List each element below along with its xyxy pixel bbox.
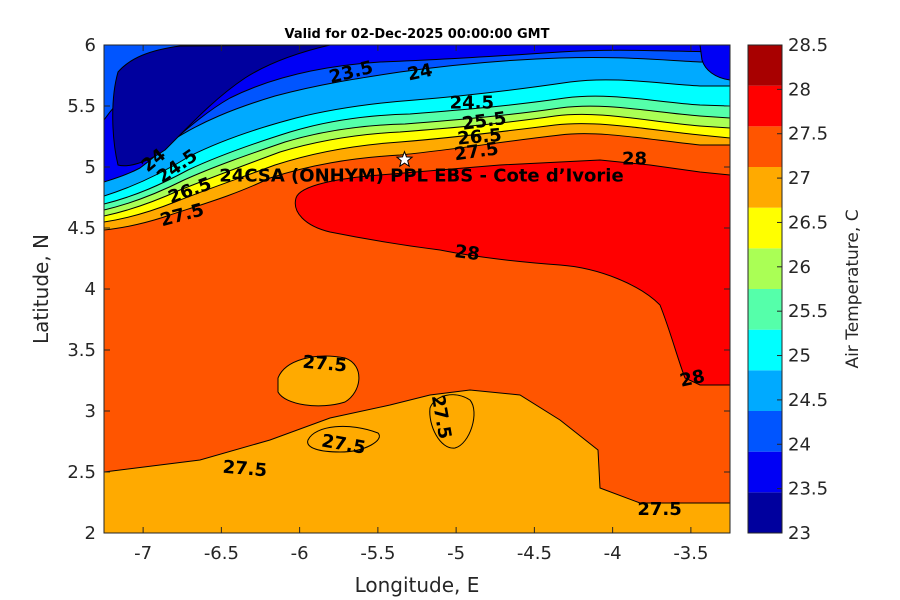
x-tick-label: -5 xyxy=(447,543,465,564)
contour-fill xyxy=(104,45,730,533)
colorbar-title: Air Temperature, C xyxy=(843,209,863,368)
colorbar-swatch xyxy=(748,45,782,86)
colorbar-tick-label: 25.5 xyxy=(788,301,828,322)
x-tick-label: -3.5 xyxy=(673,543,708,564)
contour-label: 27.5 xyxy=(637,499,681,520)
y-tick-label: 4 xyxy=(85,279,96,300)
colorbar-swatch xyxy=(748,207,782,249)
y-tick-label: 3 xyxy=(85,401,96,422)
x-axis-title: Longitude, E xyxy=(355,573,480,597)
x-tick-label: -7 xyxy=(134,543,152,564)
chart-title: Valid for 02-Dec-2025 00:00:00 GMT xyxy=(285,27,550,42)
contour-label: 28 xyxy=(453,241,481,265)
y-tick-label: 2 xyxy=(85,523,96,544)
y-axis-title: Latitude, N xyxy=(29,234,53,344)
x-axis: -7 -6.5 -6 -5.5 -5 -4.5 -4 -3.5 xyxy=(134,45,708,564)
colorbar-tick-label: 23 xyxy=(788,523,811,544)
x-tick-label: -6 xyxy=(291,543,309,564)
colorbar: 23 23.5 24 24.5 25 25.5 26 26.5 27 27.5 28 28.5 xyxy=(747,35,828,544)
contour-label: 24.5 xyxy=(450,93,494,114)
band-27-27_5-hole-1 xyxy=(277,355,360,407)
y-tick-label: 3.5 xyxy=(67,340,96,361)
contour-label: 28 xyxy=(678,366,707,392)
colorbar-tick-label: 27 xyxy=(788,168,811,189)
contour-label: 28 xyxy=(622,149,647,170)
colorbar-tick-label: 26 xyxy=(788,257,811,278)
colorbar-tick-label: 28 xyxy=(788,79,811,100)
colorbar-tick-label: 23.5 xyxy=(788,479,828,500)
band-27-27_5-hole-2 xyxy=(307,425,380,453)
x-tick-label: -4.5 xyxy=(517,543,552,564)
colorbar-swatch xyxy=(748,411,782,452)
colorbar-swatch xyxy=(748,248,782,289)
y-tick-label: 4.5 xyxy=(67,218,96,239)
colorbar-swatch xyxy=(748,329,782,371)
site-star-icon xyxy=(395,150,414,168)
colorbar-swatch xyxy=(748,167,782,208)
band-27-27_5-hole-3 xyxy=(429,394,475,449)
contour-labels: 23.5 242424.524.525.526.527.526.527.52828… xyxy=(137,57,706,520)
colorbar-swatch xyxy=(748,451,782,493)
colorbar-swatch xyxy=(748,126,782,167)
contour-label: 26.5 xyxy=(457,125,503,150)
y-tick-label: 5.5 xyxy=(67,96,96,117)
colorbar-tick-label: 25 xyxy=(788,346,811,367)
x-tick-label: -4 xyxy=(604,543,622,564)
band-28-28_5 xyxy=(294,159,730,386)
y-tick-label: 2.5 xyxy=(67,462,96,483)
site-marker: 24CSA (ONHYM) PPL EBS - Cote d’Ivorie xyxy=(219,150,624,187)
band-23-23_5 xyxy=(112,45,331,167)
colorbar-frame xyxy=(747,44,783,534)
y-axis: 2 2.5 3 3.5 4 4.5 5 5.5 6 xyxy=(67,35,730,544)
colorbar-tick-label: 24 xyxy=(788,434,811,455)
contour-label: 24 xyxy=(406,60,435,86)
x-tick-label: -5.5 xyxy=(360,543,395,564)
site-label: 24CSA (ONHYM) PPL EBS - Cote d’Ivorie xyxy=(219,166,623,187)
y-tick-label: 5 xyxy=(85,157,96,178)
contour-label: 27.5 xyxy=(222,457,268,482)
colorbar-tick-label: 24.5 xyxy=(788,390,828,411)
contour-label: 27.5 xyxy=(302,352,348,377)
x-tick-label: -6.5 xyxy=(204,543,239,564)
colorbar-swatch xyxy=(748,289,782,330)
y-tick-label: 6 xyxy=(85,35,96,56)
colorbar-tick-label: 28.5 xyxy=(788,35,828,56)
colorbar-tick-label: 26.5 xyxy=(788,212,828,233)
colorbar-swatch xyxy=(748,370,782,411)
colorbar-swatch xyxy=(748,492,782,533)
colorbar-swatch xyxy=(748,85,782,127)
colorbar-tick-label: 27.5 xyxy=(788,124,828,145)
